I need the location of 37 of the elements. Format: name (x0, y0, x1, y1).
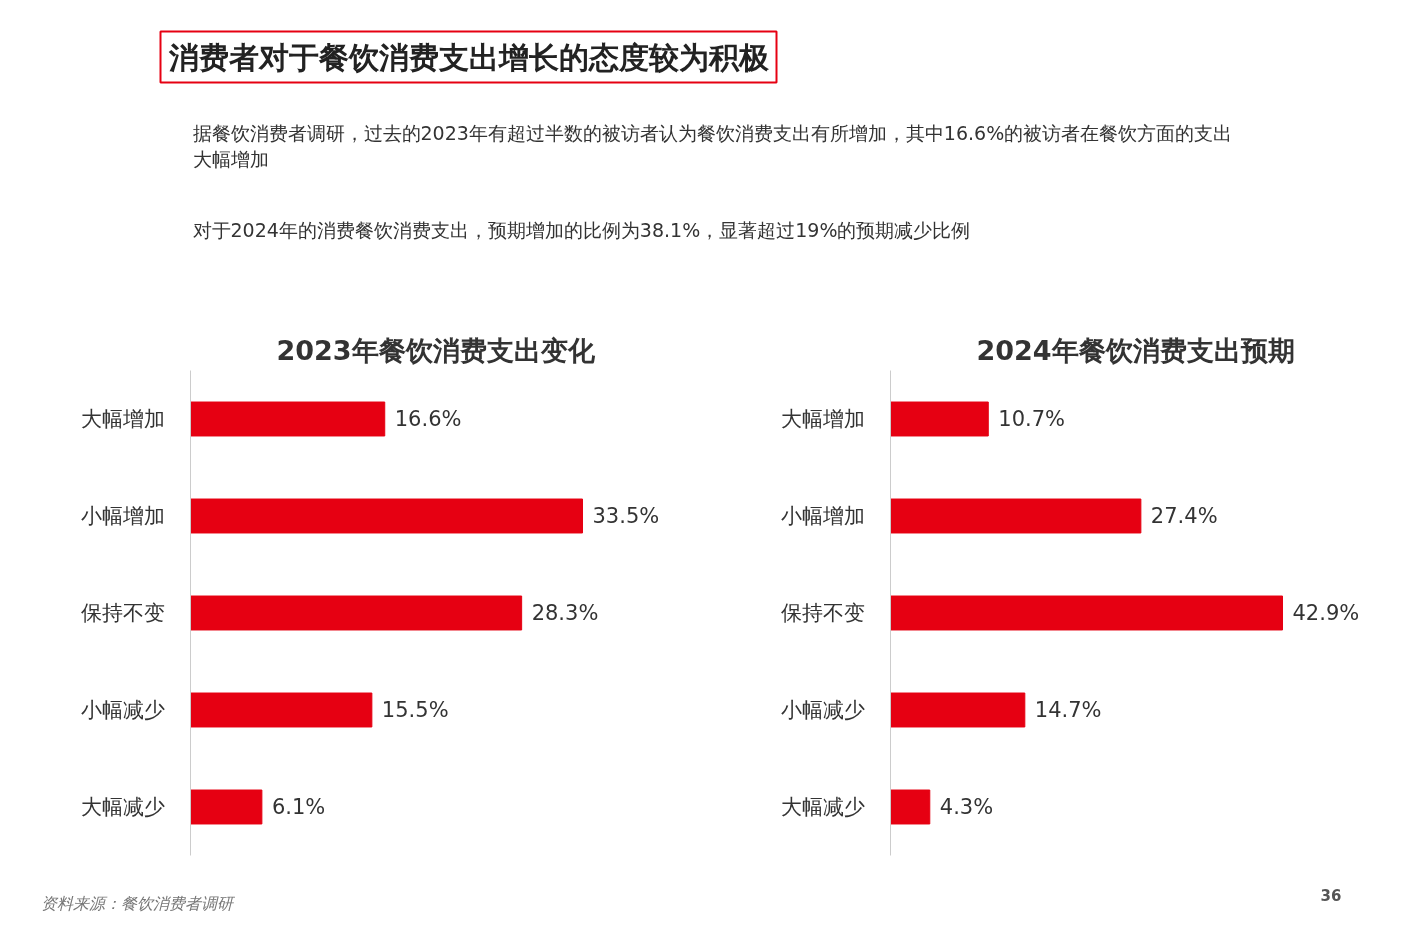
bar (190, 595, 523, 631)
bar (890, 789, 931, 825)
bar (190, 789, 263, 825)
text: 据餐饮消费者调研，过去的2023年有超过半数的被访者认为餐饮消费支出有所增加，其中16.6%的被访者在餐饮方面的支出大幅增加 (192, 122, 1233, 171)
chart-title: 2023年餐饮消费支出变化 (276, 334, 596, 366)
y-tick-label: 大幅增加 (80, 407, 165, 431)
data-label: 42.9% (1292, 601, 1360, 625)
data-label: 33.5% (592, 504, 660, 528)
data-label: 15.5% (381, 698, 449, 722)
bar (890, 595, 1283, 631)
bar (890, 498, 1142, 534)
y-tick-label: 小幅增加 (780, 504, 865, 528)
data-label: 10.7% (998, 407, 1065, 431)
text: 对于2024年的消费餐饮消费支出，预期增加的比例为38.1%，显著超过19%的预期减少比例 (192, 218, 971, 241)
bar (890, 401, 989, 437)
bar (190, 692, 373, 728)
data-label: 27.4% (1150, 504, 1218, 528)
data-label: 14.7% (1034, 698, 1102, 722)
bar (890, 692, 1026, 728)
bar (190, 401, 386, 437)
data-label: 6.1% (271, 795, 326, 819)
y-tick-label: 小幅减少 (80, 698, 165, 722)
bar (190, 498, 583, 534)
chart-title: 2024年餐饮消费支出预期 (976, 334, 1295, 366)
y-tick-label: 大幅减少 (80, 795, 165, 819)
text: 资料来源：餐饮消费者调研 (40, 893, 235, 913)
y-tick-label: 保持不变 (80, 601, 165, 625)
text: 消费者对于餐饮消费支出增长的态度较为积极 (167, 39, 770, 75)
text: 36 (1320, 886, 1342, 905)
y-tick-label: 大幅减少 (780, 795, 865, 819)
y-tick-label: 小幅减少 (780, 698, 865, 722)
y-tick-label: 保持不变 (780, 601, 865, 625)
data-label: 28.3% (531, 601, 599, 625)
y-tick-label: 小幅增加 (80, 504, 165, 528)
data-label: 4.3% (939, 795, 994, 819)
data-label: 16.6% (394, 407, 462, 431)
y-tick-label: 大幅增加 (780, 407, 865, 431)
